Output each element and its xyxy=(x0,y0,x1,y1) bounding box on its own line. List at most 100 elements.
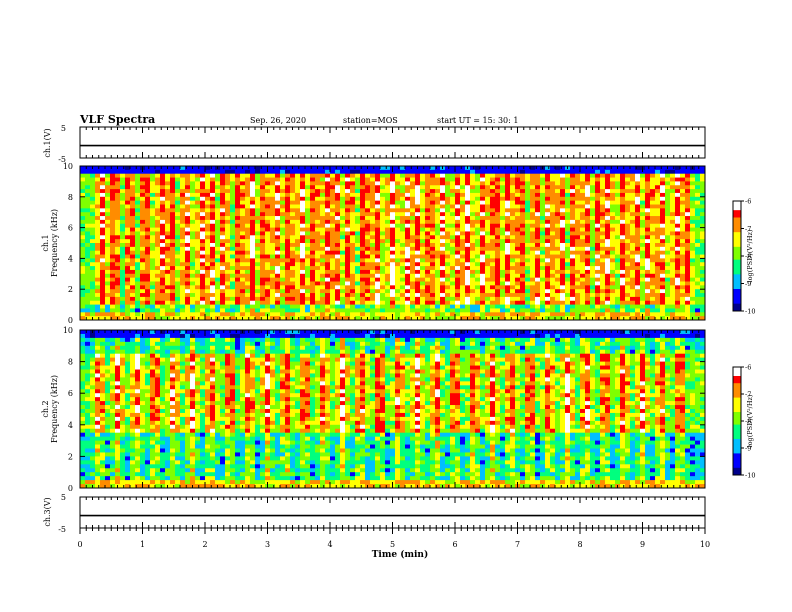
spectrogram-cell xyxy=(450,223,456,228)
spectrogram-cell xyxy=(365,169,371,175)
spectrogram-cell xyxy=(80,285,86,290)
spectrogram-cell xyxy=(415,200,421,205)
spectrogram-cell xyxy=(175,216,181,221)
spectrogram-cell xyxy=(680,281,686,286)
spectrogram-cell xyxy=(445,189,451,194)
spectrogram-cell xyxy=(365,223,371,228)
spectrogram-cell xyxy=(205,258,211,263)
spectrogram-cell xyxy=(420,181,426,186)
spectrogram-cell xyxy=(505,192,511,198)
spectrogram-cell xyxy=(455,285,461,290)
spectrogram-cell xyxy=(215,289,221,294)
spectrogram-cell xyxy=(610,216,616,221)
spectrogram-cell xyxy=(400,169,406,175)
spectrogram-cell xyxy=(515,289,521,294)
spectrogram-cell xyxy=(520,235,526,240)
spectrogram-cell xyxy=(680,189,686,194)
spectrogram-cell xyxy=(600,185,606,190)
spectrogram-cell xyxy=(410,300,416,305)
spectrogram-cell xyxy=(380,262,386,267)
spectrogram-cell xyxy=(685,185,691,190)
spectrogram-cell xyxy=(315,273,321,279)
spectrogram-cell xyxy=(415,266,421,271)
spectrogram-cell xyxy=(280,173,286,178)
spectrogram-cell xyxy=(115,250,121,255)
spectrogram-cell xyxy=(240,300,246,305)
spectrogram-cell xyxy=(305,208,311,213)
spectrogram-cell xyxy=(540,189,546,194)
spectrogram-cell xyxy=(300,196,306,202)
spectrogram-cell xyxy=(235,200,241,205)
spectrogram-cell xyxy=(390,273,396,279)
spectrogram-cell xyxy=(680,243,686,248)
spectrogram-cell xyxy=(325,293,331,298)
spectrogram-cell xyxy=(140,239,146,244)
spectrogram-cell xyxy=(510,173,516,178)
spectrogram-cell xyxy=(225,173,231,178)
spectrogram-cell xyxy=(490,208,496,213)
spectrogram-cell xyxy=(140,219,146,225)
spectrogram-cell xyxy=(630,269,636,275)
spectrogram-cell xyxy=(180,204,186,209)
spectrogram-cell xyxy=(345,250,351,255)
spectrogram-cell xyxy=(610,281,616,286)
spectrogram-cell xyxy=(190,243,196,248)
spectrogram-cell xyxy=(680,173,686,178)
spectrogram-cell xyxy=(100,308,106,313)
spectrogram-cell xyxy=(515,300,521,305)
spectrogram-cell xyxy=(180,177,186,182)
spectrogram-cell xyxy=(435,273,441,279)
spectrogram-cell xyxy=(435,216,441,221)
spectrogram-cell xyxy=(450,266,456,271)
spectrogram-cell xyxy=(85,266,91,271)
spectrogram-cell xyxy=(185,269,191,275)
spectrogram-cell xyxy=(450,296,456,302)
spectrogram-cell xyxy=(240,281,246,286)
spectrogram-cell xyxy=(370,181,376,186)
spectrogram-cell xyxy=(480,204,486,209)
spectrogram-cell xyxy=(290,219,296,225)
spectrogram-cell xyxy=(395,196,401,202)
spectrogram-cell xyxy=(615,266,621,271)
spectrogram-cell xyxy=(565,293,571,298)
spectrogram-cell xyxy=(285,250,291,255)
spectrogram-cell xyxy=(695,185,701,190)
spectrogram-cell xyxy=(415,312,421,317)
spectrogram-cell xyxy=(380,192,386,198)
spectrogram-cell xyxy=(305,285,311,290)
spectrogram-cell xyxy=(220,166,226,171)
spectrogram-cell xyxy=(280,312,286,317)
spectrogram-cell xyxy=(665,254,671,259)
spectrogram-cell xyxy=(500,300,506,305)
spectrogram-cell xyxy=(635,266,641,271)
spectrogram-cell xyxy=(295,231,301,236)
spectrogram-cell xyxy=(570,169,576,175)
spectrogram-cell xyxy=(190,246,196,252)
spectrogram-cell xyxy=(670,273,676,279)
spectrogram-cell xyxy=(555,316,561,321)
spectrogram-cell xyxy=(600,169,606,175)
spectrogram-cell xyxy=(235,166,241,171)
spectrogram-cell xyxy=(300,200,306,205)
spectrogram-cell xyxy=(155,223,161,228)
spectrogram-cell xyxy=(325,235,331,240)
spectrogram-cell xyxy=(320,285,326,290)
spectrogram-cell xyxy=(575,304,581,309)
spectrogram-cell xyxy=(615,177,621,182)
spectrogram-cell xyxy=(225,235,231,240)
spectrogram-cell xyxy=(540,262,546,267)
spectrogram-cell xyxy=(580,166,586,171)
spectrogram-cell xyxy=(300,204,306,209)
spectrogram-cell xyxy=(230,296,236,302)
spectrogram-cell xyxy=(350,239,356,244)
spectrogram-cell xyxy=(605,181,611,186)
spectrogram-cell xyxy=(695,231,701,236)
spectrogram-cell xyxy=(515,208,521,213)
spectrogram-cell xyxy=(585,293,591,298)
spectrogram-cell xyxy=(365,192,371,198)
spectrogram-cell xyxy=(315,216,321,221)
spectrogram-cell xyxy=(95,196,101,202)
spectrogram-cell xyxy=(350,246,356,252)
spectrogram-cell xyxy=(685,235,691,240)
spectrogram-cell xyxy=(170,285,176,290)
